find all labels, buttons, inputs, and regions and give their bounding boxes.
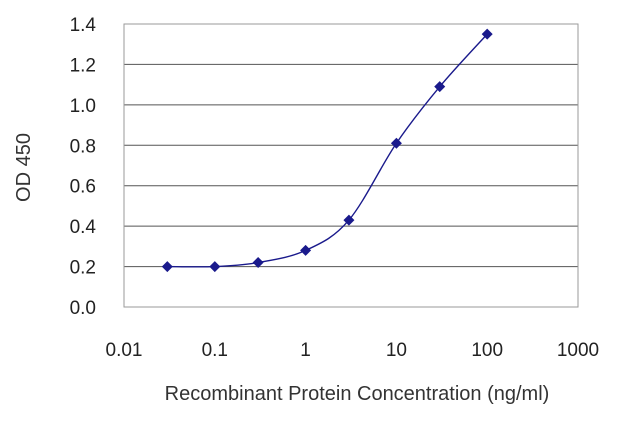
gridlines xyxy=(124,63,578,268)
plot-area-frame xyxy=(123,23,579,308)
x-axis-tick-labels: 0.01 0.1 1 10 100 1000 xyxy=(106,340,600,361)
x-axis-label: Recombinant Protein Concentration (ng/ml… xyxy=(165,383,550,405)
x-tick-label: 0.01 xyxy=(106,340,143,361)
x-tick-label: 0.1 xyxy=(202,340,228,361)
y-tick-label: 1.4 xyxy=(70,15,97,36)
series-line xyxy=(167,33,488,268)
data-points xyxy=(161,28,493,273)
y-tick-label: 0.4 xyxy=(70,217,97,238)
y-tick-label: 0.2 xyxy=(70,258,96,279)
y-axis-label: OD 450 xyxy=(13,133,35,202)
y-tick-label: 1.2 xyxy=(70,55,96,76)
y-tick-label: 0.0 xyxy=(70,298,96,319)
data-point xyxy=(343,214,355,226)
x-tick-label: 1 xyxy=(300,340,311,361)
data-point xyxy=(481,28,493,40)
y-tick-label: 0.6 xyxy=(70,177,96,198)
x-tick-label: 10 xyxy=(386,340,407,361)
data-point xyxy=(300,244,312,256)
data-point xyxy=(161,261,173,273)
data-point xyxy=(209,261,221,273)
data-point xyxy=(252,257,264,269)
x-tick-label: 1000 xyxy=(557,340,599,361)
y-axis-tick-labels: 0.0 0.2 0.4 0.6 0.8 1.0 1.2 1.4 xyxy=(70,15,97,319)
x-tick-label: 100 xyxy=(471,340,503,361)
data-point xyxy=(390,137,402,149)
data-point xyxy=(434,81,446,93)
y-tick-label: 1.0 xyxy=(70,96,96,117)
y-tick-label: 0.8 xyxy=(70,136,96,157)
